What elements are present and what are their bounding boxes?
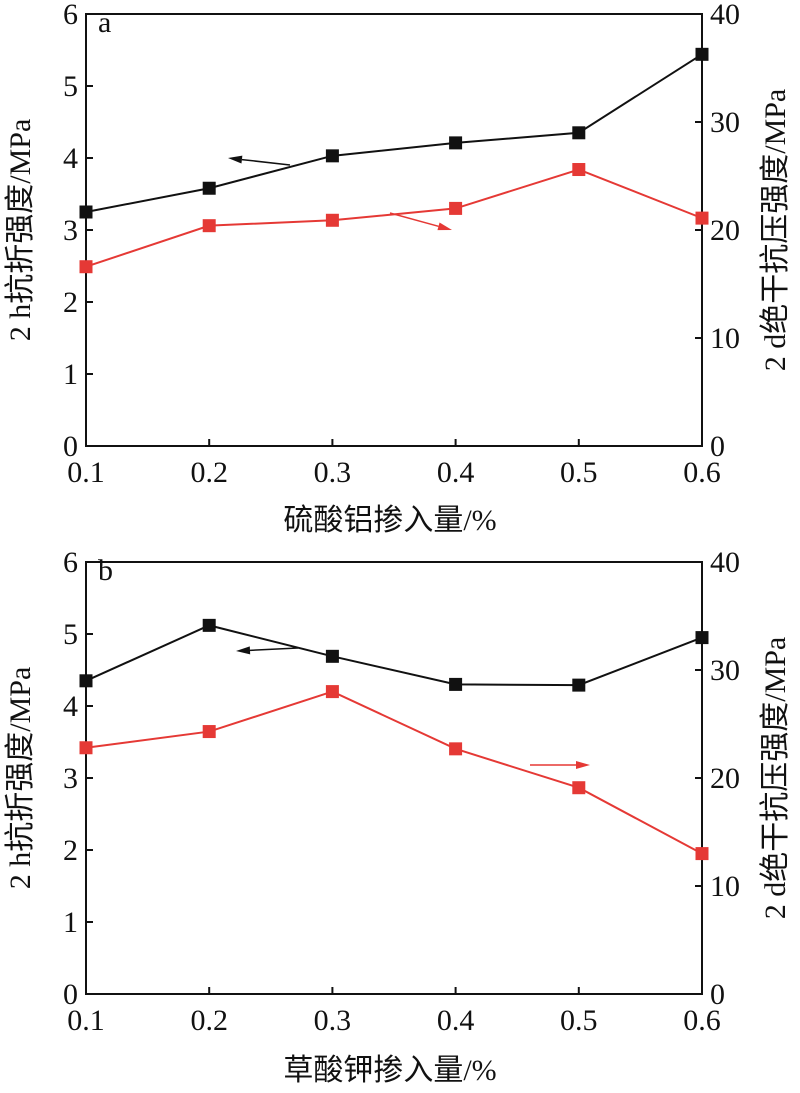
y-right-tick-label: 10	[710, 870, 740, 903]
data-point-right	[449, 201, 463, 215]
left-axis-indicator-arrow	[236, 646, 299, 655]
data-point-right	[79, 260, 93, 274]
y-left-axis-title: 2 h抗折强度/MPa	[4, 119, 37, 342]
data-point-left	[325, 149, 339, 163]
y-right-tick-label: 30	[710, 654, 740, 687]
y-left-tick-label: 2	[63, 834, 78, 867]
data-point-right	[325, 685, 339, 699]
data-point-left	[325, 649, 339, 663]
x-tick-label: 0.2	[190, 456, 228, 489]
y-left-tick-label: 5	[63, 70, 78, 103]
y-right-tick-label: 20	[710, 762, 740, 795]
data-point-right	[202, 219, 216, 233]
y-left-tick-label: 0	[63, 978, 78, 1011]
right-axis-indicator-arrow	[530, 761, 590, 769]
data-point-left	[695, 631, 709, 645]
panel-label: b	[98, 554, 113, 587]
x-tick-label: 0.5	[560, 456, 598, 489]
y-left-tick-label: 3	[63, 762, 78, 795]
plot-frame	[85, 561, 703, 995]
data-point-left	[449, 677, 463, 691]
y-right-axis-title: 2 d绝干抗压强度/MPa	[759, 637, 792, 920]
data-point-right	[202, 725, 216, 739]
x-tick-label: 0.5	[560, 1004, 598, 1037]
x-tick-label: 0.2	[190, 1004, 228, 1037]
data-point-left	[79, 674, 93, 688]
x-tick-label: 0.3	[314, 456, 352, 489]
right-axis-indicator-arrow	[389, 212, 452, 231]
data-point-right	[695, 847, 709, 861]
y-right-axis-title: 2 d绝干抗压强度/MPa	[759, 89, 792, 372]
y-right-tick-label: 10	[710, 322, 740, 355]
x-tick-label: 0.1	[67, 456, 105, 489]
series-line-left	[85, 624, 703, 687]
y-left-tick-label: 6	[63, 546, 78, 579]
data-point-left	[449, 136, 463, 150]
data-point-right	[572, 781, 586, 795]
x-axis-title: 草酸钾掺入量/%	[283, 1054, 496, 1087]
y-right-tick-label: 40	[710, 546, 740, 579]
data-point-right	[325, 213, 339, 227]
series-line-right	[85, 690, 703, 855]
y-right-tick-label: 30	[710, 106, 740, 139]
data-point-right	[79, 741, 93, 755]
x-tick-label: 0.6	[683, 456, 721, 489]
y-left-tick-label: 1	[63, 358, 78, 391]
y-left-tick-label: 4	[63, 142, 78, 175]
panel-label: a	[98, 6, 111, 39]
y-right-tick-label: 0	[710, 430, 725, 463]
y-left-tick-label: 5	[63, 618, 78, 651]
x-tick-label: 0.4	[437, 456, 475, 489]
plot-frame	[85, 13, 703, 447]
x-axis-title: 硫酸铝掺入量/%	[283, 504, 496, 537]
y-left-tick-label: 0	[63, 430, 78, 463]
y-right-tick-label: 40	[710, 0, 740, 31]
y-left-tick-label: 4	[63, 690, 78, 723]
series-line-right	[85, 168, 703, 268]
data-point-right	[449, 742, 463, 756]
data-point-left	[695, 47, 709, 61]
data-point-right	[572, 163, 586, 177]
data-point-left	[202, 181, 216, 195]
y-left-tick-label: 2	[63, 286, 78, 319]
x-tick-label: 0.1	[67, 1004, 105, 1037]
left-axis-indicator-arrow	[228, 155, 291, 166]
chart-panel-a: 0.1 0.2 0.3 0.4 0.5 0.60123456010203040a硫酸铝掺入…	[4, 0, 792, 537]
series-line-left	[85, 53, 703, 213]
y-right-tick-label: 0	[710, 978, 725, 1011]
x-tick-label: 0.6	[683, 1004, 721, 1037]
x-tick-label: 0.4	[437, 1004, 475, 1037]
y-left-tick-label: 1	[63, 906, 78, 939]
y-left-axis-title: 2 h抗折强度/MPa	[4, 667, 37, 890]
x-tick-label: 0.3	[314, 1004, 352, 1037]
chart-panel-b: 0.1 0.2 0.3 0.4 0.5 0.60123456010203040b草酸钾掺入…	[4, 546, 792, 1087]
data-point-left	[572, 126, 586, 140]
data-point-left	[202, 618, 216, 632]
data-point-left	[572, 678, 586, 692]
y-right-tick-label: 20	[710, 214, 740, 247]
y-left-tick-label: 6	[63, 0, 78, 31]
data-point-right	[695, 211, 709, 225]
y-left-tick-label: 3	[63, 214, 78, 247]
data-point-left	[79, 205, 93, 219]
